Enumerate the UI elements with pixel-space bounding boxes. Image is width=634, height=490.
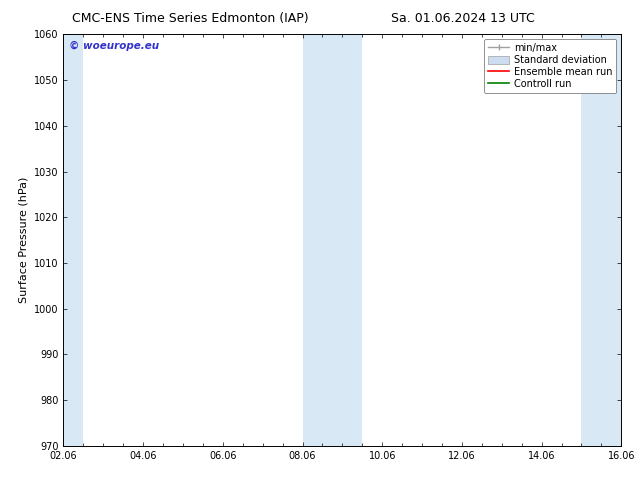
Legend: min/max, Standard deviation, Ensemble mean run, Controll run: min/max, Standard deviation, Ensemble me… — [484, 39, 616, 93]
Text: CMC-ENS Time Series Edmonton (IAP): CMC-ENS Time Series Edmonton (IAP) — [72, 12, 309, 25]
Bar — [581, 34, 621, 446]
Text: Sa. 01.06.2024 13 UTC: Sa. 01.06.2024 13 UTC — [391, 12, 534, 25]
Y-axis label: Surface Pressure (hPa): Surface Pressure (hPa) — [18, 177, 29, 303]
Bar — [63, 34, 83, 446]
Bar — [302, 34, 362, 446]
Text: © woeurope.eu: © woeurope.eu — [69, 41, 159, 50]
